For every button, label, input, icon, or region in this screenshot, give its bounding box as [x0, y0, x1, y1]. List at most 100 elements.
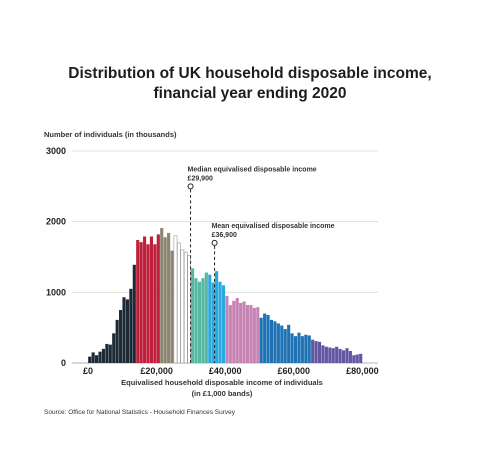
histogram-bar [204, 272, 208, 363]
histogram-bar [215, 271, 219, 363]
y-tick-label: 1000 [46, 287, 66, 297]
histogram-bar [228, 305, 232, 363]
histogram-bar [218, 281, 222, 363]
histogram-bar [153, 244, 157, 363]
x-tick-label: £0 [83, 366, 93, 376]
histogram-bar [101, 348, 105, 363]
histogram-bar [115, 319, 119, 363]
histogram-bar [324, 346, 328, 363]
annotation-label: Median equivalised disposable income [188, 166, 317, 173]
histogram-bar [287, 324, 291, 363]
histogram-bar [149, 236, 154, 363]
histogram-bar [98, 351, 102, 363]
histogram-bar [136, 240, 140, 363]
histogram-bar [211, 282, 215, 363]
histogram-bar [95, 355, 99, 363]
histogram-bar [225, 295, 229, 363]
histogram-bar [345, 348, 349, 363]
x-tick-labels: £0 £20,000 £40,000 £60,000 £80,000 [83, 366, 379, 376]
histogram-bar [108, 344, 112, 363]
annotation-label: Mean equivalised disposable income [212, 223, 335, 230]
histogram-bar [355, 354, 359, 363]
histogram-bar [163, 237, 167, 363]
y-tick-labels: 0 1000 2000 3000 [46, 146, 66, 368]
histogram-bar [331, 348, 335, 363]
y-tick-label: 2000 [46, 217, 66, 227]
histogram-bar [280, 325, 284, 363]
histogram-bar [160, 228, 164, 363]
histogram-bar [180, 249, 185, 364]
histogram-bar [314, 341, 318, 363]
histogram-bar [187, 255, 191, 364]
annotations: Median equivalised disposable income £29,… [187, 166, 335, 363]
histogram-bar [273, 321, 277, 363]
histogram-bar [191, 268, 195, 363]
histogram-bar [317, 341, 322, 363]
annotation-marker [187, 183, 194, 190]
histogram-bar [105, 343, 109, 363]
histogram-bar [245, 305, 250, 363]
histogram-bar [335, 346, 339, 363]
y-tick-label: 0 [61, 358, 66, 368]
histogram-bar [266, 314, 270, 363]
histogram-bar [338, 348, 342, 363]
histogram-bar [232, 300, 236, 363]
histogram-bar [263, 313, 267, 363]
histogram-bar [307, 335, 311, 363]
x-axis-label-line-2: (in £1,000 bands) [192, 389, 253, 398]
histogram-bar [143, 236, 147, 363]
histogram-bar [139, 242, 143, 363]
histogram-bar [276, 323, 280, 363]
histogram-bar [252, 307, 256, 363]
source-note: Source: Office for National Statistics -… [44, 409, 235, 416]
x-tick-label: £80,000 [346, 366, 379, 376]
histogram-bar [119, 310, 123, 363]
histogram-bar [352, 355, 356, 363]
histogram-bar [290, 333, 294, 363]
histogram-bar [132, 264, 136, 363]
histogram-bar [242, 301, 246, 363]
histogram-bar [173, 235, 178, 364]
histogram-bar [129, 288, 133, 363]
histogram-bar [341, 350, 346, 363]
histogram-bar [170, 250, 174, 363]
histogram-bar [239, 302, 243, 363]
histogram-bar [359, 353, 363, 363]
histogram-bar [297, 332, 301, 363]
annotation-value: £29,900 [188, 175, 213, 182]
y-tick-label: 3000 [46, 146, 66, 156]
x-tick-label: £60,000 [278, 366, 311, 376]
histogram-bar [122, 297, 126, 363]
histogram-bar [156, 234, 160, 363]
histogram-bar [201, 278, 205, 363]
chart-title-line-1: Distribution of UK household disposable … [68, 65, 432, 82]
x-tick-label: £40,000 [209, 366, 242, 376]
histogram-bar [304, 334, 308, 363]
x-axis-label: Equivalised household disposable income … [121, 378, 323, 387]
histogram-bar [167, 232, 171, 363]
histogram-bar [348, 350, 352, 363]
histogram-bar [183, 251, 188, 364]
histogram-bar [146, 244, 150, 363]
y-axis-label: Number of individuals (in thousands) [44, 130, 177, 139]
histogram-bar [194, 278, 198, 363]
histogram-bar [249, 305, 253, 363]
histogram-bar [125, 299, 130, 363]
histogram-bar [328, 347, 332, 363]
histogram-bar [283, 329, 287, 363]
chart-title: Distribution of UK household disposable … [0, 64, 500, 104]
histogram-bar [300, 336, 304, 363]
chart-title-line-2: financial year ending 2020 [153, 85, 347, 102]
annotation-value: £36,900 [212, 232, 237, 239]
histogram-bar [221, 285, 226, 363]
histogram-bar [208, 274, 212, 363]
histogram-bar [293, 336, 298, 363]
histogram-bar [177, 242, 181, 364]
histogram-bar [235, 297, 239, 363]
histogram-bar [112, 333, 116, 363]
histogram-bar [259, 317, 263, 363]
histogram-bar [91, 352, 95, 363]
histogram-bar [256, 307, 260, 363]
x-tick-label: £20,000 [140, 366, 173, 376]
